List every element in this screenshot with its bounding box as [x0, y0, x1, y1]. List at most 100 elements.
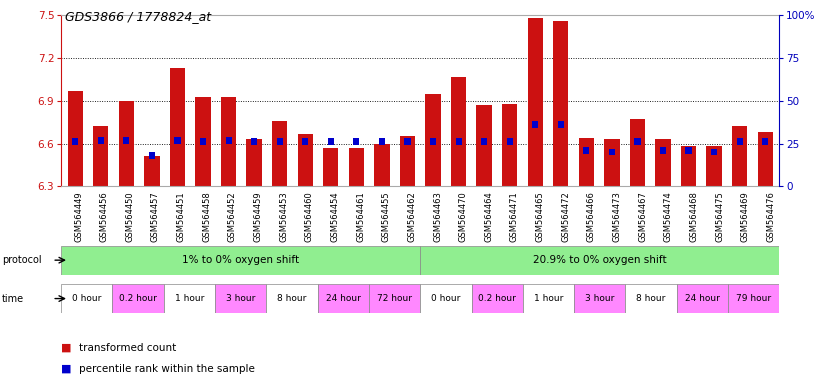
Bar — [630, 119, 645, 186]
Text: transformed count: transformed count — [79, 343, 176, 353]
Text: GSM564469: GSM564469 — [741, 191, 750, 242]
Bar — [681, 146, 696, 186]
Text: 1 hour: 1 hour — [175, 294, 204, 303]
Bar — [118, 101, 134, 186]
Bar — [528, 18, 543, 186]
Text: GSM564466: GSM564466 — [587, 191, 596, 242]
Bar — [61, 284, 113, 313]
Bar — [144, 156, 160, 186]
Text: GSM564455: GSM564455 — [382, 191, 391, 242]
Text: 8 hour: 8 hour — [277, 294, 307, 303]
Bar — [98, 137, 104, 144]
Bar — [72, 138, 78, 145]
Bar — [272, 121, 287, 186]
Text: GSM564459: GSM564459 — [254, 191, 263, 242]
Bar — [604, 139, 619, 186]
Text: GSM564472: GSM564472 — [561, 191, 570, 242]
Bar — [676, 284, 728, 313]
Bar — [369, 284, 420, 313]
Bar — [532, 121, 539, 128]
Text: GSM564470: GSM564470 — [459, 191, 468, 242]
Bar — [579, 138, 594, 186]
Text: protocol: protocol — [2, 255, 42, 265]
Text: GDS3866 / 1778824_at: GDS3866 / 1778824_at — [65, 10, 211, 23]
Bar — [93, 126, 109, 186]
Bar — [557, 121, 564, 128]
Bar — [451, 76, 466, 186]
Bar — [400, 136, 415, 186]
Bar — [225, 137, 232, 144]
Bar — [732, 126, 747, 186]
Bar — [170, 68, 185, 186]
Text: 0.2 hour: 0.2 hour — [119, 294, 157, 303]
Bar — [472, 284, 523, 313]
Bar — [302, 138, 308, 145]
Text: 72 hour: 72 hour — [377, 294, 412, 303]
Text: 0.2 hour: 0.2 hour — [478, 294, 516, 303]
Text: 8 hour: 8 hour — [636, 294, 666, 303]
Text: GSM564460: GSM564460 — [305, 191, 314, 242]
Bar — [660, 147, 666, 154]
Bar — [221, 96, 237, 186]
Bar — [353, 138, 359, 145]
Bar — [655, 139, 671, 186]
Bar — [502, 104, 517, 186]
Text: 24 hour: 24 hour — [326, 294, 361, 303]
Bar — [68, 91, 83, 186]
Bar — [685, 147, 692, 154]
Bar — [762, 138, 769, 145]
Bar — [317, 284, 369, 313]
Bar — [251, 138, 257, 145]
Text: GSM564464: GSM564464 — [485, 191, 494, 242]
Bar — [583, 147, 589, 154]
Text: GSM564468: GSM564468 — [690, 191, 698, 242]
Bar — [375, 144, 389, 186]
Bar — [298, 134, 313, 186]
Text: GSM564467: GSM564467 — [638, 191, 647, 242]
Bar — [420, 246, 779, 275]
Text: GSM564461: GSM564461 — [356, 191, 365, 242]
Bar — [728, 284, 779, 313]
Text: percentile rank within the sample: percentile rank within the sample — [79, 364, 255, 374]
Text: GSM564475: GSM564475 — [715, 191, 724, 242]
Text: time: time — [2, 293, 24, 304]
Text: GSM564476: GSM564476 — [766, 191, 775, 242]
Text: GSM564456: GSM564456 — [100, 191, 109, 242]
Text: 3 hour: 3 hour — [585, 294, 614, 303]
Text: 0 hour: 0 hour — [72, 294, 101, 303]
Text: GSM564471: GSM564471 — [510, 191, 519, 242]
Bar — [379, 138, 385, 145]
Bar — [246, 139, 262, 186]
Text: GSM564449: GSM564449 — [74, 191, 83, 242]
Text: 1% to 0% oxygen shift: 1% to 0% oxygen shift — [182, 255, 299, 265]
Text: GSM564450: GSM564450 — [126, 191, 135, 242]
Text: GSM564465: GSM564465 — [535, 191, 544, 242]
Bar — [634, 138, 641, 145]
Text: GSM564452: GSM564452 — [228, 191, 237, 242]
Text: GSM564451: GSM564451 — [176, 191, 185, 242]
Bar — [61, 246, 420, 275]
Bar — [164, 284, 215, 313]
Bar — [149, 152, 155, 159]
Text: 79 hour: 79 hour — [736, 294, 771, 303]
Bar — [477, 105, 492, 186]
Bar — [711, 149, 717, 156]
Bar — [195, 96, 211, 186]
Bar — [574, 284, 625, 313]
Text: 0 hour: 0 hour — [431, 294, 460, 303]
Bar — [737, 138, 743, 145]
Bar — [175, 137, 180, 144]
Bar — [113, 284, 164, 313]
Bar — [405, 138, 410, 145]
Bar — [507, 138, 512, 145]
Bar — [481, 138, 487, 145]
Text: 20.9% to 0% oxygen shift: 20.9% to 0% oxygen shift — [533, 255, 667, 265]
Bar — [420, 284, 472, 313]
Text: GSM564473: GSM564473 — [613, 191, 622, 242]
Text: GSM564474: GSM564474 — [664, 191, 673, 242]
Bar — [425, 94, 441, 186]
Bar — [123, 137, 130, 144]
Text: GSM564462: GSM564462 — [407, 191, 416, 242]
Bar — [609, 149, 615, 156]
Bar — [348, 148, 364, 186]
